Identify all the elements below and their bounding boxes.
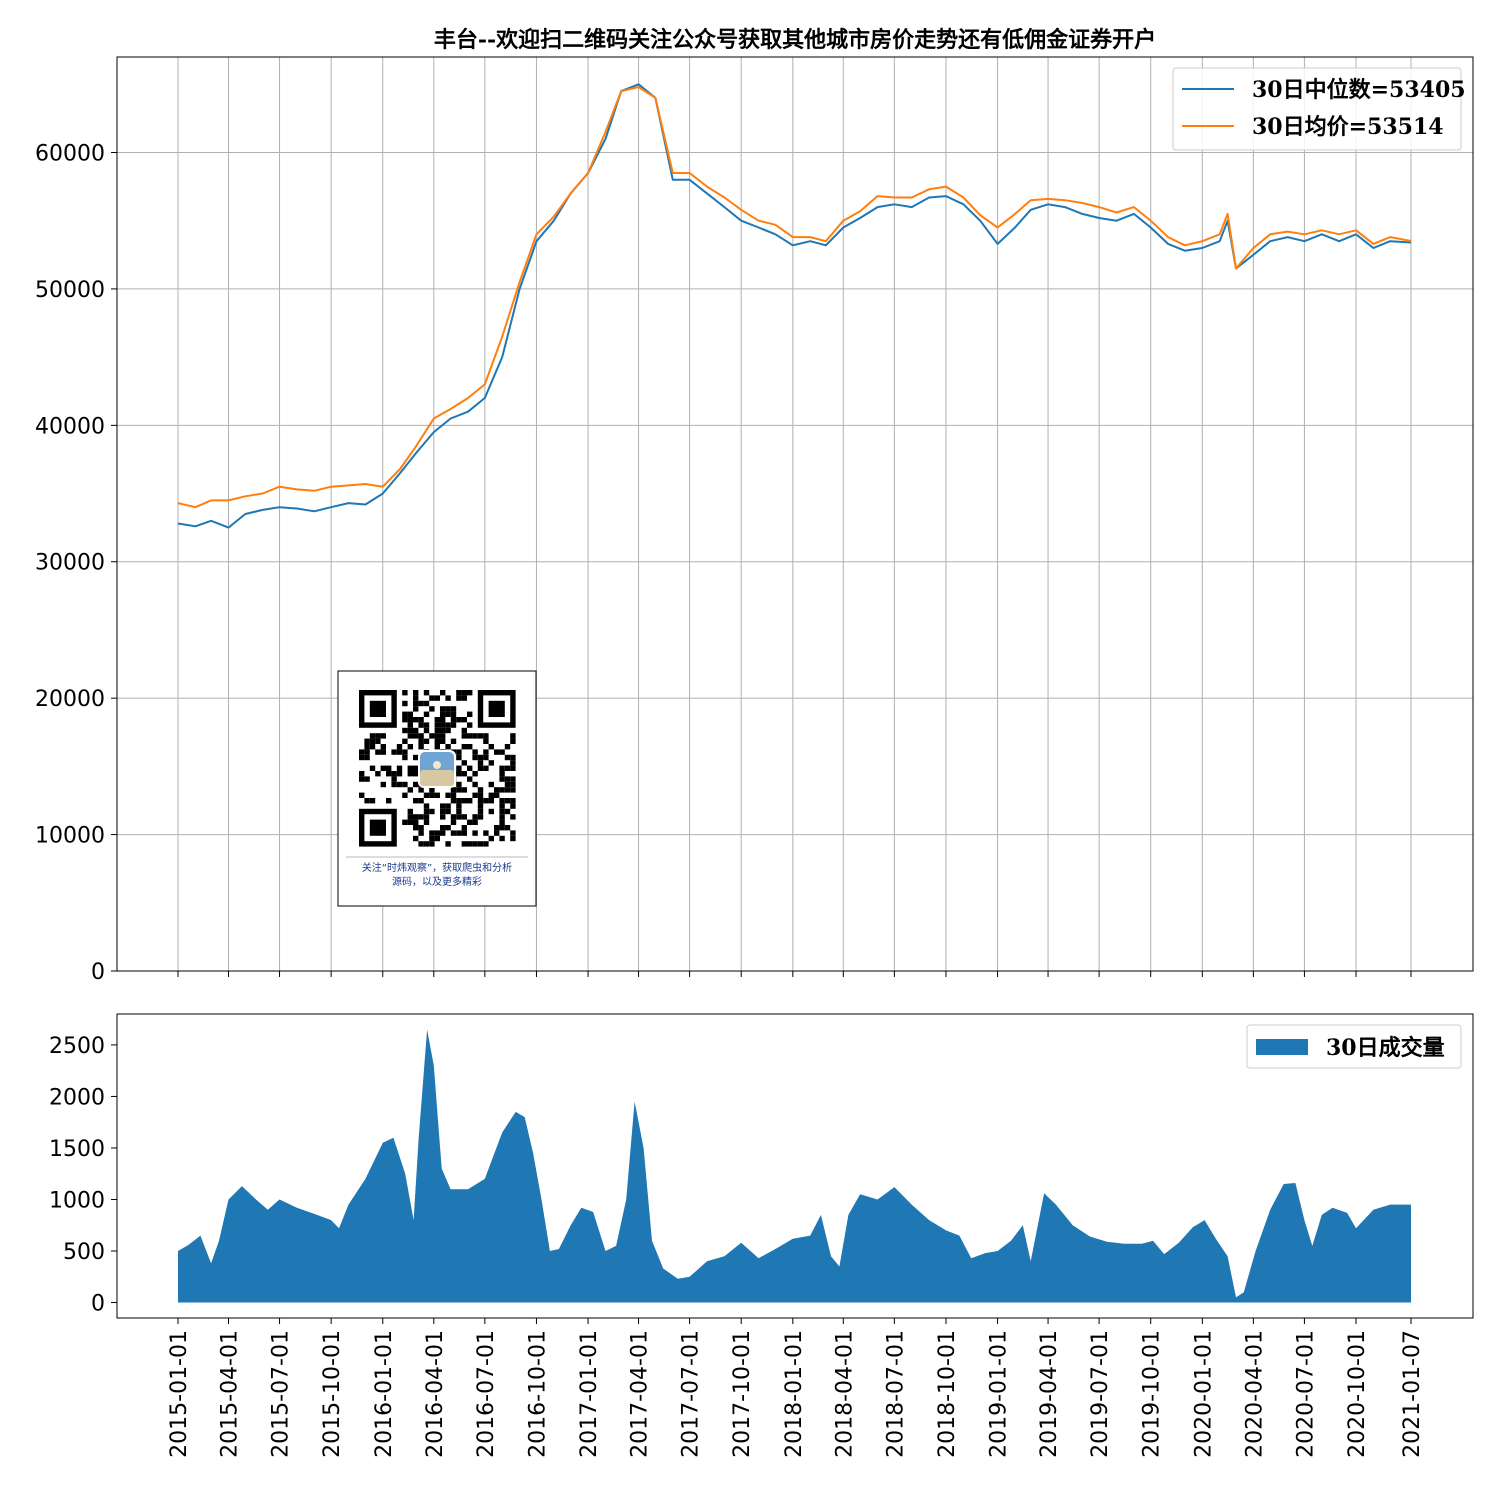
price-y-tick-label: 40000	[35, 414, 105, 439]
volume-axes-frame	[116, 1013, 1474, 1319]
volume-legend-box	[1246, 1024, 1462, 1069]
date-x-tick-label: 2018-10-01	[935, 1330, 960, 1458]
volume-legend: 30日成交量	[1246, 1024, 1462, 1069]
volume-y-axis: 0 500 1000 1500 2000 2500	[49, 1034, 117, 1317]
price-y-axis: 0 10000 20000 30000 40000 50000 60000	[35, 141, 117, 985]
date-x-tick-label: 2019-04-01	[1037, 1330, 1062, 1458]
volume-y-tick-label: 500	[63, 1240, 105, 1265]
median-price-line	[177, 83, 1412, 529]
date-x-tick-label: 2015-01-01	[167, 1330, 192, 1458]
date-x-tick-label: 2020-07-01	[1293, 1330, 1318, 1458]
volume-area	[178, 1029, 1411, 1303]
date-x-tick-label: 2018-07-01	[883, 1330, 908, 1458]
legend-volume-label: 30日成交量	[1326, 1035, 1445, 1061]
volume-y-tick-label: 1000	[49, 1188, 105, 1213]
chart-title: 丰台--欢迎扫二维码关注公众号获取其他城市房价走势还有低佣金证券开户	[434, 27, 1156, 53]
date-x-tick-label: 2017-04-01	[628, 1330, 653, 1458]
date-x-tick-label: 2021-01-07	[1400, 1330, 1425, 1458]
volume-y-tick-label: 1500	[49, 1137, 105, 1162]
qr-avatar-icon	[418, 750, 456, 788]
date-x-tick-label: 2017-01-01	[577, 1330, 602, 1458]
qr-caption-line-2: 源码，以及更多精彩	[392, 875, 482, 888]
date-x-tick-label: 2015-04-01	[217, 1330, 242, 1458]
price-y-tick-label: 60000	[35, 141, 105, 166]
date-x-tick-label: 2016-10-01	[525, 1330, 550, 1458]
date-x-tick-label: 2018-01-01	[782, 1330, 807, 1458]
date-x-tick-label: 2018-04-01	[832, 1330, 857, 1458]
price-panel: 0 10000 20000 30000 40000 50000 60000 30日中位数=5…	[35, 56, 1474, 985]
price-y-tick-label: 20000	[35, 687, 105, 712]
price-y-tick-label: 30000	[35, 551, 105, 576]
volume-panel: 0 500 1000 1500 2000 2500 2015-01-01 2015-04-0…	[49, 1013, 1474, 1458]
date-x-tick-label: 2015-07-01	[269, 1330, 294, 1458]
legend-average-label: 30日均价=53514	[1252, 114, 1444, 140]
volume-y-tick-label: 2000	[49, 1085, 105, 1110]
price-y-tick-label: 50000	[35, 278, 105, 303]
price-legend-box	[1172, 67, 1462, 151]
legend-median-label: 30日中位数=53405	[1252, 77, 1466, 103]
date-x-tick-label: 2017-07-01	[679, 1330, 704, 1458]
date-x-tick-label: 2020-01-01	[1191, 1330, 1216, 1458]
date-x-tick-label: 2016-01-01	[372, 1330, 397, 1458]
price-y-tick-label: 0	[91, 960, 105, 985]
date-x-tick-label: 2016-07-01	[474, 1330, 499, 1458]
date-x-tick-label: 2019-10-01	[1140, 1330, 1165, 1458]
average-price-line	[177, 86, 1412, 509]
volume-y-tick-label: 2500	[49, 1034, 105, 1059]
volume-y-tick-label: 0	[91, 1292, 105, 1317]
price-axes-frame	[116, 56, 1474, 972]
price-lines	[177, 83, 1412, 529]
date-x-axis: 2015-01-01 2015-04-01 2015-07-01 2015-10-01…	[167, 1318, 1425, 1458]
price-y-tick-label: 10000	[35, 824, 105, 849]
price-x-ticks	[177, 971, 1412, 977]
qr-caption-line-1: 关注“时炜观察”，获取爬虫和分析	[362, 861, 512, 874]
date-x-tick-label: 2015-10-01	[320, 1330, 345, 1458]
date-x-tick-label: 2019-07-01	[1088, 1330, 1113, 1458]
volume-area-fill	[178, 1029, 1411, 1303]
legend-volume-swatch	[1256, 1039, 1308, 1055]
date-x-tick-label: 2020-10-01	[1345, 1330, 1370, 1458]
date-x-tick-label: 2020-04-01	[1242, 1330, 1267, 1458]
price-legend: 30日中位数=53405 30日均价=53514	[1172, 67, 1466, 151]
date-x-tick-label: 2016-04-01	[423, 1330, 448, 1458]
date-x-tick-label: 2017-10-01	[730, 1330, 755, 1458]
date-x-tick-label: 2019-01-01	[987, 1330, 1012, 1458]
qr-code-card: 关注“时炜观察”，获取爬虫和分析 源码，以及更多精彩	[337, 670, 537, 907]
